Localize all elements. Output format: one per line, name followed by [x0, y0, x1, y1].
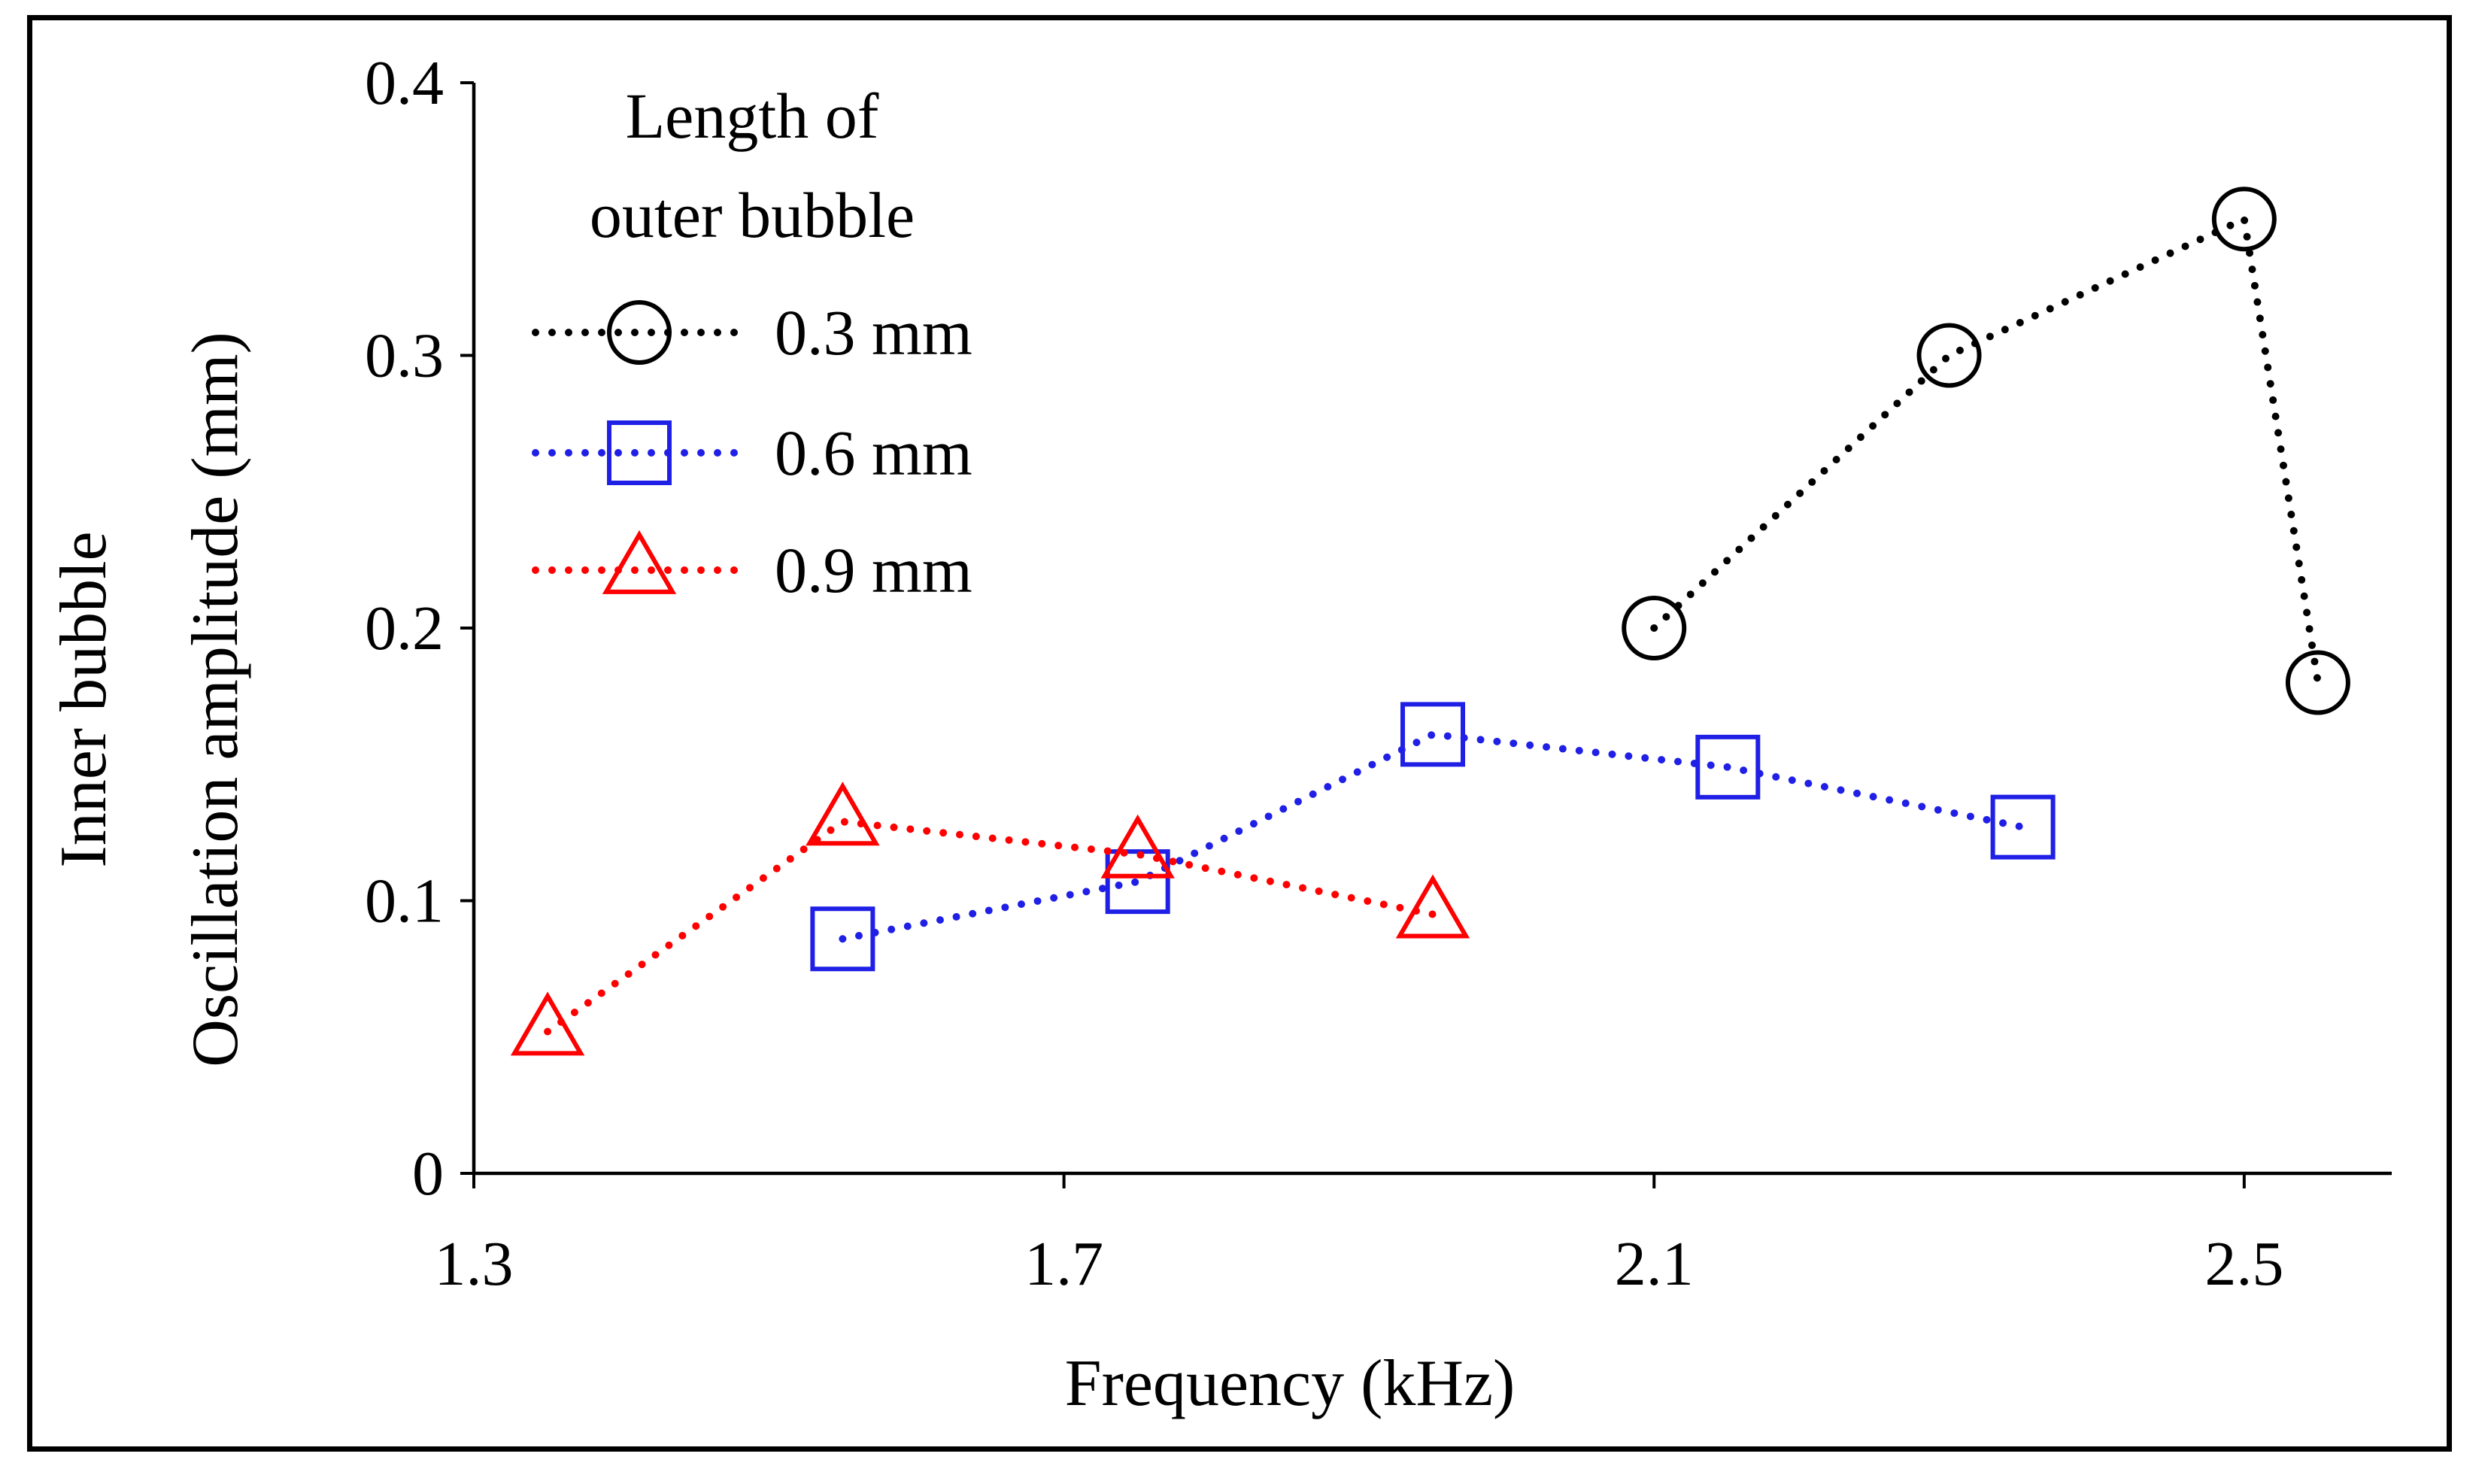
legend: Length of outer bubble 0.3 mm 0.6 mm 0.9 mm	[532, 80, 972, 606]
data-point-circle	[1916, 323, 1982, 388]
legend-label: 0.9 mm	[775, 534, 972, 606]
series-circle	[1622, 187, 2350, 715]
data-point-square	[1105, 849, 1170, 915]
x-tick-label: 1.3	[435, 1229, 514, 1299]
legend-entry-triangle: 0.9 mm	[532, 530, 972, 606]
y-tick-label: 0	[412, 1139, 444, 1209]
data-point-triangle	[1100, 814, 1175, 879]
data-point-triangle	[1395, 874, 1470, 939]
legend-label: 0.3 mm	[775, 296, 972, 369]
series-square	[810, 702, 2056, 972]
x-axis-title: Frequency (kHz)	[1065, 1347, 1516, 1420]
data-point-circle	[2285, 650, 2350, 715]
data-point-circle	[1622, 596, 1687, 660]
legend-entry-circle: 0.3 mm	[532, 296, 972, 369]
y-tick-label: 0.2	[365, 593, 444, 663]
series-line	[1650, 213, 2322, 687]
legend-title-line-1: Length of	[626, 80, 879, 152]
series-line	[544, 818, 1437, 1036]
data-point-square	[1695, 734, 1761, 800]
x-tick-label: 2.5	[2204, 1229, 2283, 1299]
y-axis-title-line-2: Oscillation amplitude (mm)	[179, 332, 252, 1067]
legend-entry-square: 0.6 mm	[532, 417, 972, 489]
chart-frame	[27, 15, 2452, 1452]
x-tick-label: 2.1	[1615, 1229, 1694, 1299]
data-point-circle	[2211, 187, 2277, 252]
y-tick-label: 0.3	[365, 321, 444, 391]
y-tick-label: 0.4	[365, 48, 444, 118]
y-tick-label: 0.1	[365, 866, 444, 936]
data-point-triangle	[510, 991, 585, 1056]
data-point-triangle	[806, 781, 880, 846]
legend-marker-square	[607, 420, 672, 485]
series-layer	[510, 187, 2350, 1056]
y-axis-title-line-1: Inner bubble	[47, 531, 120, 867]
x-tick-label: 1.7	[1024, 1229, 1103, 1299]
axes: 0 0.1 0.2 0.3 0.4 1.3 1.7 2.1 2.5	[365, 48, 2392, 1299]
data-point-square	[810, 906, 875, 972]
data-point-square	[1990, 794, 2056, 860]
series-line	[839, 730, 2027, 943]
axis-titles: Frequency (kHz) Inner bubble Oscillation a…	[47, 332, 1515, 1420]
legend-marker-triangle	[602, 530, 677, 594]
legend-title-line-2: outer bubble	[590, 179, 915, 251]
legend-marker-circle	[607, 300, 672, 365]
series-triangle	[510, 781, 1470, 1056]
legend-label: 0.6 mm	[775, 417, 972, 489]
data-point-square	[1400, 702, 1465, 767]
